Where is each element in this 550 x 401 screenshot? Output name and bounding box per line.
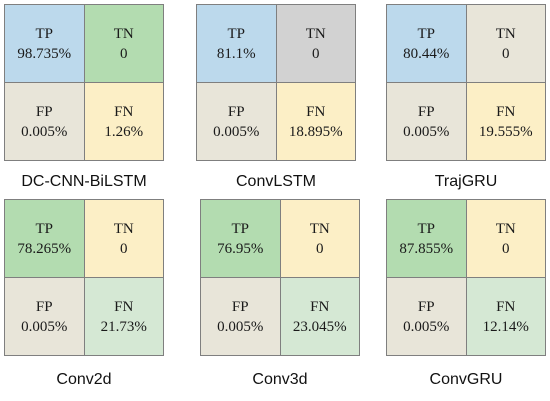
cell-label: FP (231, 298, 249, 315)
confusion-matrix: TP 78.265% TN 0 FP 0.005% FN 21.73% (4, 199, 164, 356)
cell-value: 98.735% (17, 45, 72, 62)
confusion-matrix: TP 98.735% TN 0 FP 0.005% FN 1.26% (4, 4, 164, 161)
cell-value: 81.1% (216, 45, 256, 62)
cell-fn: FN 1.26% (84, 83, 163, 160)
model-caption: ConvLSTM (235, 173, 317, 190)
cell-label: TN (309, 220, 330, 237)
cell-value: 0 (316, 240, 324, 257)
model-caption: Conv2d (56, 371, 112, 388)
cell-label: FN (496, 298, 516, 315)
cell-tp: TP 80.44% (387, 5, 466, 82)
cell-value: 21.73% (100, 318, 147, 335)
cell-value: 0.005% (403, 123, 450, 140)
cell-tp: TP 78.265% (5, 200, 84, 277)
cell-fp: FP 0.005% (197, 83, 276, 160)
cell-tp: TP 87.855% (387, 200, 466, 277)
cell-value: 87.855% (399, 240, 454, 257)
cell-value: 18.895% (288, 123, 343, 140)
cell-label: TP (35, 25, 53, 42)
confusion-panel-dc-cnn-bilstm: TP 98.735% TN 0 FP 0.005% FN 1.26% DC-CN… (4, 4, 164, 196)
cell-value: 0.005% (21, 318, 68, 335)
cell-label: FP (417, 298, 435, 315)
cell-label: FN (306, 103, 326, 120)
cell-tn: TN 0 (84, 200, 163, 277)
cell-label: FP (35, 298, 53, 315)
cell-value: 0.005% (217, 318, 264, 335)
cell-fp: FP 0.005% (387, 83, 466, 160)
cell-label: TN (113, 25, 134, 42)
cell-fn: FN 19.555% (466, 83, 545, 160)
cell-tn: TN 0 (276, 5, 355, 82)
confusion-panel-convgru: TP 87.855% TN 0 FP 0.005% FN 12.14% Conv… (386, 199, 546, 399)
cell-fp: FP 0.005% (387, 278, 466, 355)
cell-fn: FN 18.895% (276, 83, 355, 160)
cell-label: TN (495, 220, 516, 237)
confusion-panel-trajgru: TP 80.44% TN 0 FP 0.005% FN 19.555% Traj… (386, 4, 546, 196)
cell-fp: FP 0.005% (201, 278, 280, 355)
model-caption: Conv3d (252, 371, 308, 388)
cell-label: FP (35, 103, 53, 120)
cell-tp: TP 81.1% (197, 5, 276, 82)
cell-label: FP (417, 103, 435, 120)
model-caption: DC-CNN-BiLSTM (21, 173, 147, 190)
cell-label: TP (231, 220, 249, 237)
cell-fp: FP 0.005% (5, 83, 84, 160)
cell-value: 1.26% (104, 123, 144, 140)
cell-label: FN (496, 103, 516, 120)
cell-value: 0 (502, 240, 510, 257)
cell-value: 76.95% (217, 240, 264, 257)
cell-label: TP (227, 25, 245, 42)
cell-value: 80.44% (403, 45, 450, 62)
cell-label: FN (114, 298, 134, 315)
cell-value: 12.14% (482, 318, 529, 335)
cell-value: 0 (120, 240, 128, 257)
cell-value: 23.045% (292, 318, 347, 335)
cell-tn: TN 0 (466, 5, 545, 82)
confusion-matrix: TP 87.855% TN 0 FP 0.005% FN 12.14% (386, 199, 546, 356)
cell-tp: TP 76.95% (201, 200, 280, 277)
cell-value: 0 (312, 45, 320, 62)
cell-value: 0 (502, 45, 510, 62)
cell-label: FP (227, 103, 245, 120)
cell-value: 0.005% (213, 123, 260, 140)
cell-label: TN (305, 25, 326, 42)
confusion-panel-conv3d: TP 76.95% TN 0 FP 0.005% FN 23.045% Conv… (200, 199, 360, 399)
cell-value: 0.005% (403, 318, 450, 335)
cell-value: 0 (120, 45, 128, 62)
confusion-matrix: TP 76.95% TN 0 FP 0.005% FN 23.045% (200, 199, 360, 356)
cell-label: FN (310, 298, 330, 315)
cell-label: TP (417, 25, 435, 42)
cell-label: TN (495, 25, 516, 42)
cell-fp: FP 0.005% (5, 278, 84, 355)
cell-fn: FN 21.73% (84, 278, 163, 355)
cell-tn: TN 0 (280, 200, 359, 277)
cell-tp: TP 98.735% (5, 5, 84, 82)
cell-fn: FN 23.045% (280, 278, 359, 355)
confusion-panel-conv2d: TP 78.265% TN 0 FP 0.005% FN 21.73% Conv… (4, 199, 164, 399)
confusion-matrix: TP 81.1% TN 0 FP 0.005% FN 18.895% (196, 4, 356, 161)
cell-value: 78.265% (17, 240, 72, 257)
cell-label: TP (35, 220, 53, 237)
cell-tn: TN 0 (466, 200, 545, 277)
model-caption: ConvGRU (429, 371, 503, 388)
cell-tn: TN 0 (84, 5, 163, 82)
confusion-matrix: TP 80.44% TN 0 FP 0.005% FN 19.555% (386, 4, 546, 161)
cell-fn: FN 12.14% (466, 278, 545, 355)
cell-value: 0.005% (21, 123, 68, 140)
confusion-panel-convlstm: TP 81.1% TN 0 FP 0.005% FN 18.895% ConvL… (196, 4, 356, 196)
cell-value: 19.555% (478, 123, 533, 140)
cell-label: TP (417, 220, 435, 237)
model-caption: TrajGRU (434, 173, 498, 190)
cell-label: TN (113, 220, 134, 237)
cell-label: FN (114, 103, 134, 120)
